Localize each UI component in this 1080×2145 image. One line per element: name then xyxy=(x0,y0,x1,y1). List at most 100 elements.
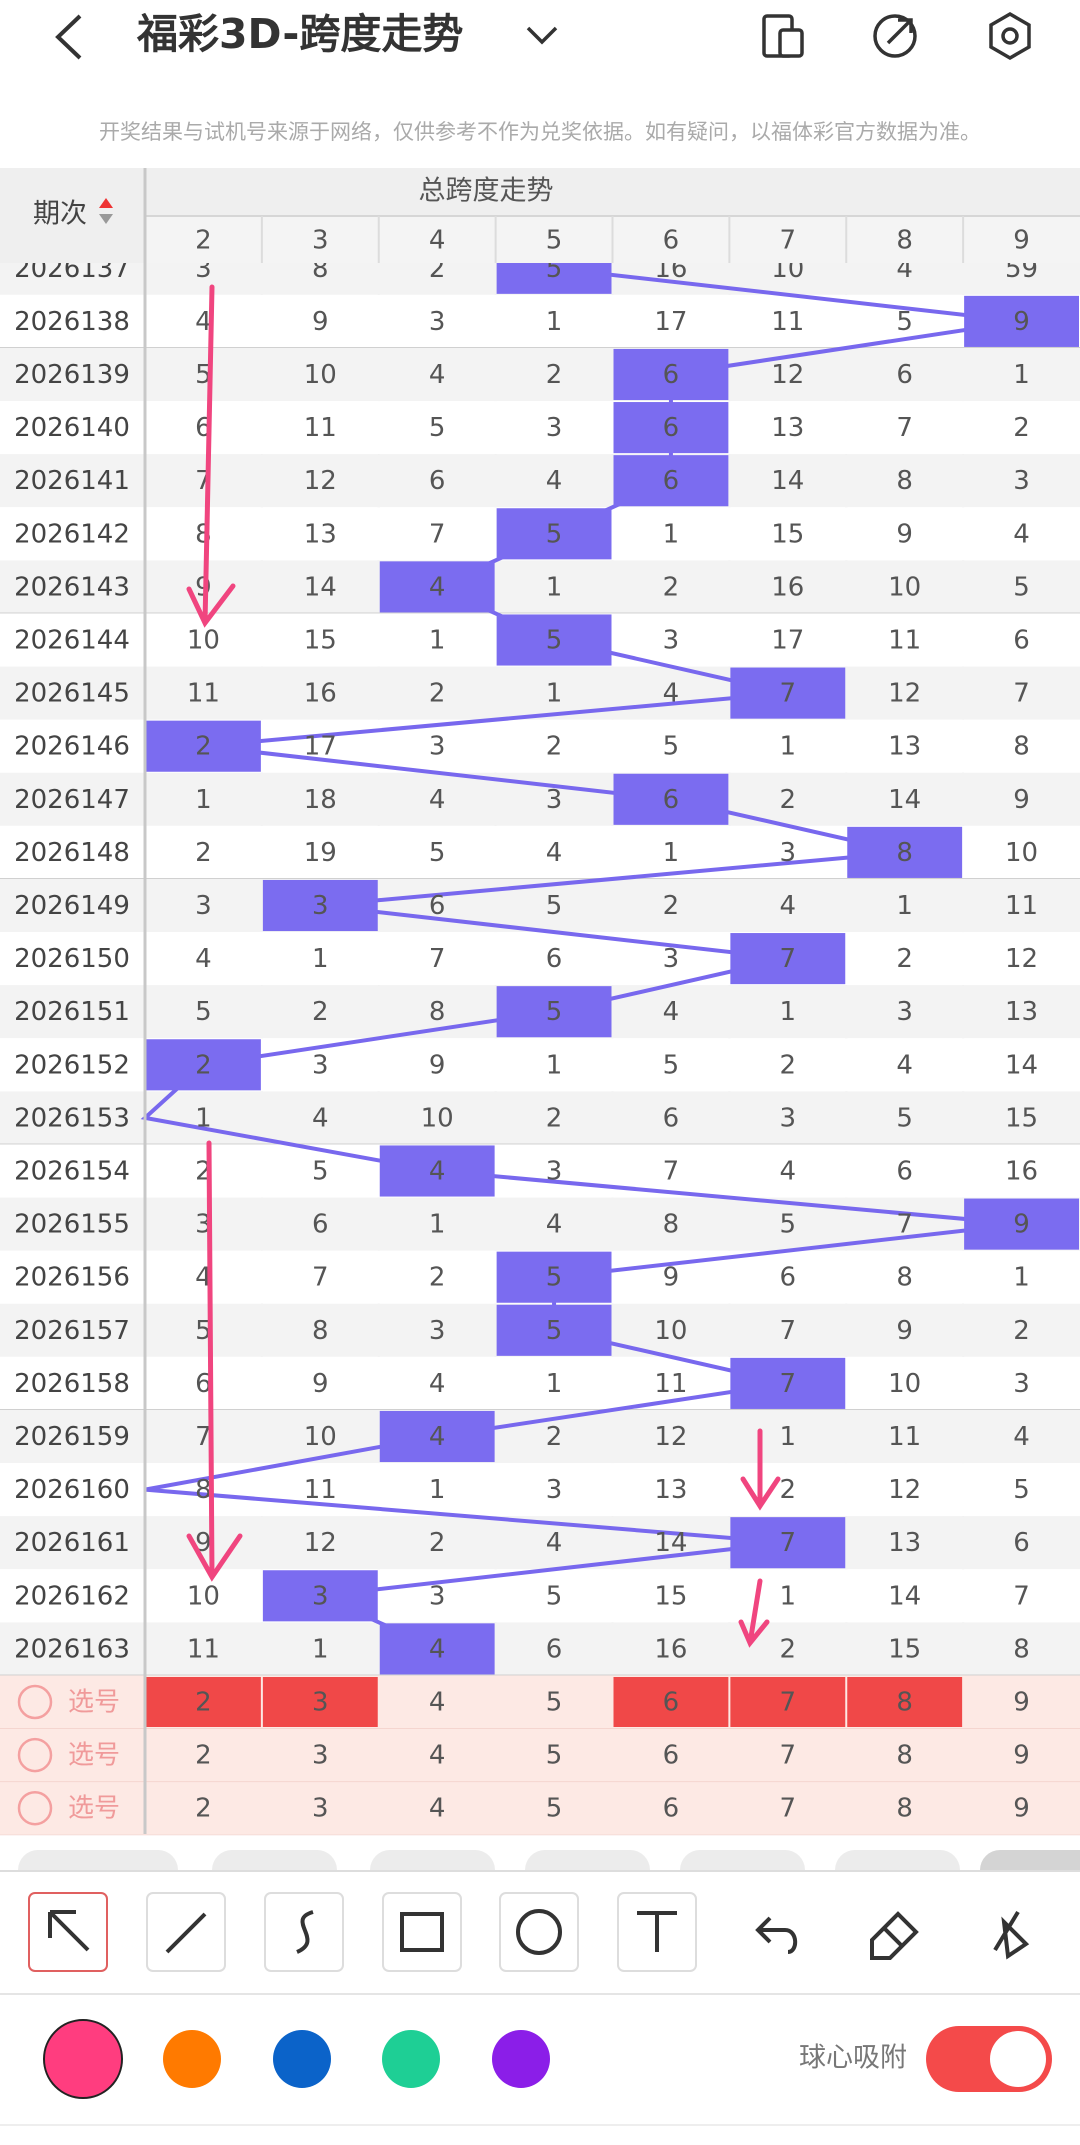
select-number[interactable]: 5 xyxy=(546,1688,563,1718)
hit-value: 6 xyxy=(663,785,680,815)
miss-count: 4 xyxy=(429,1369,446,1399)
select-number[interactable]: 8 xyxy=(896,1688,913,1718)
issue-number: 2026160 xyxy=(14,1475,130,1505)
miss-count: 5 xyxy=(663,732,680,762)
select-number[interactable]: 2 xyxy=(195,1741,212,1771)
select-number[interactable]: 9 xyxy=(1013,1741,1030,1771)
swatch-pink[interactable] xyxy=(43,2019,123,2099)
miss-count: 59 xyxy=(1005,254,1038,284)
miss-count: 1 xyxy=(780,732,797,762)
miss-count: 2 xyxy=(429,679,446,709)
issue-number: 2026142 xyxy=(14,519,130,549)
column-header: 9 xyxy=(1013,226,1030,256)
tool-eraser[interactable] xyxy=(870,1911,919,1960)
select-number[interactable]: 4 xyxy=(429,1794,446,1824)
select-number[interactable]: 2 xyxy=(195,1688,212,1718)
select-number[interactable]: 8 xyxy=(896,1741,913,1771)
swatch-orange[interactable] xyxy=(163,2030,221,2088)
miss-count: 3 xyxy=(546,1157,563,1187)
selected-cell[interactable] xyxy=(847,1677,963,1727)
select-number[interactable]: 4 xyxy=(429,1688,446,1718)
tool-clear[interactable] xyxy=(993,1910,1030,1960)
miss-count: 3 xyxy=(429,732,446,762)
select-number[interactable]: 3 xyxy=(312,1794,329,1824)
miss-count: 6 xyxy=(312,1210,329,1240)
snap-toggle[interactable] xyxy=(926,2026,1052,2092)
select-number[interactable]: 5 xyxy=(546,1741,563,1771)
select-number[interactable]: 6 xyxy=(663,1741,680,1771)
title-dropdown[interactable] xyxy=(526,26,558,45)
column-header: 4 xyxy=(429,226,446,256)
miss-count: 15 xyxy=(888,1634,921,1664)
row-background xyxy=(0,1516,1080,1570)
select-number[interactable]: 7 xyxy=(780,1688,797,1718)
select-number[interactable]: 3 xyxy=(312,1741,329,1771)
miss-count: 4 xyxy=(546,1210,563,1240)
tool-text[interactable] xyxy=(617,1892,697,1972)
drawn-arrows xyxy=(186,284,781,1648)
select-number[interactable]: 8 xyxy=(896,1794,913,1824)
select-label: 选号 xyxy=(68,1794,120,1824)
select-number[interactable]: 6 xyxy=(663,1794,680,1824)
miss-count: 4 xyxy=(663,679,680,709)
tool-line[interactable] xyxy=(146,1892,226,1972)
miss-count: 1 xyxy=(429,626,446,656)
issue-number: 2026159 xyxy=(14,1422,130,1452)
select-number[interactable]: 2 xyxy=(195,1794,212,1824)
select-number[interactable]: 7 xyxy=(780,1741,797,1771)
select-checkbox[interactable] xyxy=(17,1790,53,1826)
row-background xyxy=(0,1622,1080,1676)
miss-count: 1 xyxy=(896,891,913,921)
miss-count: 7 xyxy=(896,1210,913,1240)
disclaimer: 开奖结果与试机号来源于网络，仅供参考不作为兑奖依据。如有疑问，以福体彩官方数据为… xyxy=(99,120,981,144)
tool-rect-icon xyxy=(400,1912,444,1952)
selected-cell[interactable] xyxy=(730,1677,846,1727)
back-button[interactable] xyxy=(55,14,82,60)
settings-icon[interactable] xyxy=(989,11,1031,61)
screen-icon[interactable] xyxy=(762,14,804,58)
select-number[interactable]: 5 xyxy=(546,1794,563,1824)
select-number[interactable]: 4 xyxy=(429,1741,446,1771)
select-checkbox[interactable] xyxy=(17,1737,53,1773)
issue-number: 2026154 xyxy=(14,1157,130,1187)
select-number[interactable]: 9 xyxy=(1013,1794,1030,1824)
miss-count: 4 xyxy=(312,1103,329,1133)
miss-count: 3 xyxy=(546,785,563,815)
selected-cell[interactable] xyxy=(262,1677,378,1727)
hit-value: 9 xyxy=(1013,307,1030,337)
hit-cell xyxy=(379,1410,495,1463)
miss-count: 7 xyxy=(780,1316,797,1346)
share-icon[interactable] xyxy=(873,14,917,58)
tool-rect[interactable] xyxy=(382,1892,462,1972)
select-number[interactable]: 3 xyxy=(312,1688,329,1718)
tool-undo[interactable] xyxy=(755,1916,798,1954)
arrow xyxy=(740,1428,781,1511)
select-number[interactable]: 9 xyxy=(1013,1688,1030,1718)
tool-circle[interactable] xyxy=(499,1892,579,1972)
row-background xyxy=(0,1091,1080,1145)
select-checkbox[interactable] xyxy=(17,1684,53,1720)
swatch-purple[interactable] xyxy=(492,2030,550,2088)
selected-cell[interactable] xyxy=(146,1677,261,1727)
issue-header[interactable]: 期次 xyxy=(33,199,87,230)
tool-select[interactable] xyxy=(28,1892,108,1972)
miss-count: 16 xyxy=(771,572,804,602)
swatch-blue[interactable] xyxy=(273,2030,331,2088)
miss-count: 12 xyxy=(1005,944,1038,974)
tool-curve[interactable] xyxy=(264,1892,344,1972)
hit-cell xyxy=(379,1623,495,1675)
swatch-green[interactable] xyxy=(382,2030,440,2088)
select-number[interactable]: 6 xyxy=(663,1688,680,1718)
row-background xyxy=(0,1197,1080,1251)
selected-cell[interactable] xyxy=(613,1677,729,1727)
select-number[interactable]: 7 xyxy=(780,1794,797,1824)
row-background xyxy=(0,1144,1080,1198)
arrow xyxy=(186,284,236,628)
miss-count: 1 xyxy=(312,944,329,974)
issue-number: 2026140 xyxy=(14,413,130,443)
issue-number: 2026163 xyxy=(14,1634,130,1664)
issue-number: 2026158 xyxy=(14,1369,130,1399)
miss-count: 2 xyxy=(429,1263,446,1293)
miss-count: 4 xyxy=(663,997,680,1027)
hit-cell xyxy=(730,933,846,985)
